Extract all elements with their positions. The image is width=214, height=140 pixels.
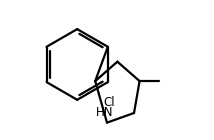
Text: HN: HN (95, 106, 113, 119)
Text: Cl: Cl (103, 96, 115, 109)
